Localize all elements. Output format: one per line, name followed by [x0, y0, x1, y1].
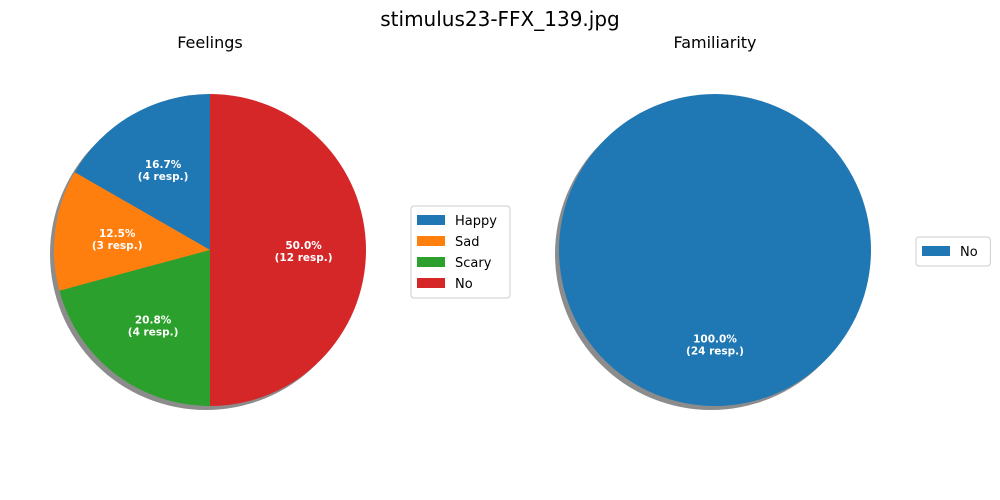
legend-familiarity: No — [915, 236, 991, 267]
pie-slice-feelings-no — [210, 94, 366, 406]
legend-frame-feelings — [410, 205, 511, 299]
legend-swatch-feelings-sad — [417, 236, 445, 246]
legend-feelings: Happy Sad Scary No — [410, 205, 511, 299]
legend-swatch-feelings-scary — [417, 257, 445, 267]
slice-label-feelings-no: 50.0% (12 resp.) — [275, 240, 333, 264]
pie-chart-feelings: Feelings 16.7% (4 resp.) 12.5% (3 resp.) 20.… — [50, 33, 511, 410]
slice-label-feelings-sad: 12.5% (3 resp.) — [92, 228, 143, 252]
legend-label-feelings-no: No — [455, 277, 473, 292]
slice-label-feelings-happy: 16.7% (4 resp.) — [138, 159, 189, 183]
slice-label-familiarity-no: 100.0% (24 resp.) — [686, 334, 744, 358]
pie-slice-familiarity-no — [559, 94, 871, 406]
pie-labels-feelings: 16.7% (4 resp.) 12.5% (3 resp.) 20.8% (4 resp… — [92, 159, 333, 338]
legend-swatch-familiarity-no — [922, 246, 950, 256]
pie-title-familiarity: Familiarity — [673, 33, 756, 52]
legend-label-feelings-happy: Happy — [455, 214, 497, 229]
pie-chart-familiarity: Familiarity 100.0% (24 resp.) No — [555, 33, 991, 410]
pie-slice-feelings-happy — [74, 94, 211, 250]
pie-slice-feelings-sad — [54, 172, 210, 291]
pie-title-feelings: Feelings — [177, 33, 243, 52]
legend-frame-familiarity — [915, 236, 991, 267]
pie-slice-feelings-scary — [59, 250, 211, 406]
legend-swatch-feelings-happy — [417, 215, 445, 225]
legend-label-feelings-sad: Sad — [455, 235, 479, 250]
legend-swatch-feelings-no — [417, 278, 445, 288]
figure-title: stimulus23-FFX_139.jpg — [380, 7, 619, 31]
pie-slices-feelings — [50, 94, 366, 410]
legend-label-familiarity-no: No — [960, 245, 978, 260]
legend-label-feelings-scary: Scary — [455, 256, 492, 271]
pie-labels-familiarity: 100.0% (24 resp.) — [686, 334, 744, 358]
slice-label-feelings-scary: 20.8% (4 resp.) — [128, 314, 179, 338]
pie-slices-familiarity — [555, 94, 871, 410]
